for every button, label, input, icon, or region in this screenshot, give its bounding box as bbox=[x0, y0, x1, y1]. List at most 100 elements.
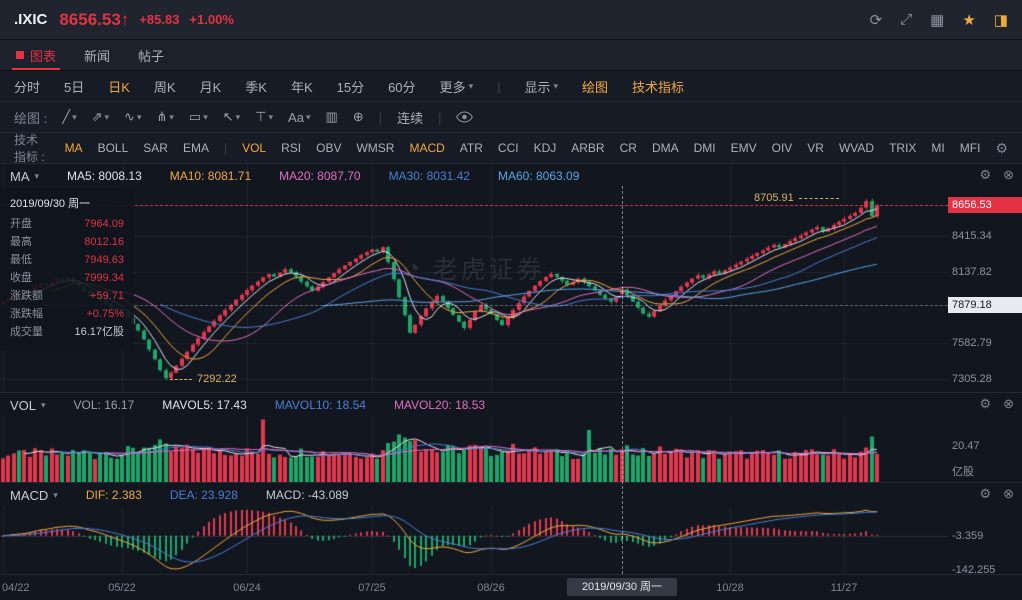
macd-panel-settings-gear-icon[interactable]: ⚙ bbox=[979, 486, 992, 501]
tab-charts[interactable]: 图表 bbox=[2, 40, 70, 70]
tab-posts[interactable]: 帖子 bbox=[124, 40, 178, 70]
indicator-wmsr[interactable]: WMSR bbox=[356, 141, 395, 155]
indicator-cci[interactable]: CCI bbox=[497, 141, 519, 155]
arrow-mark-tool-icon[interactable]: ↖ ▾ bbox=[222, 109, 241, 124]
macd-panel-close-icon[interactable]: ⊗ bbox=[1003, 486, 1014, 501]
tech-indicators-toggle[interactable]: 技术指标 bbox=[632, 79, 685, 95]
watermark-text: 老虎证券 bbox=[432, 256, 545, 284]
indicator-rsi[interactable]: RSI bbox=[281, 141, 302, 155]
chart-area[interactable]: MA ▾ MA5: 8008.13 MA10: 8081.71 MA20: 8087.7… bbox=[0, 164, 1022, 600]
main-panel-actions: ⚙ ⊗ bbox=[979, 167, 1014, 183]
separator: | bbox=[497, 78, 501, 94]
period-季K[interactable]: 季K bbox=[245, 79, 267, 95]
indicator-obv[interactable]: OBV bbox=[316, 141, 342, 155]
indicator-oiv[interactable]: OIV bbox=[771, 141, 793, 155]
period-月K[interactable]: 月K bbox=[199, 79, 222, 95]
indicator-emv[interactable]: EMV bbox=[730, 141, 757, 155]
indicator-trix[interactable]: TRIX bbox=[889, 141, 917, 155]
refresh-icon[interactable]: ⟳ bbox=[869, 11, 883, 29]
visibility-eye-icon[interactable] bbox=[456, 111, 474, 123]
expand-icon[interactable]: ⤢ bbox=[900, 11, 913, 28]
indicator-vol[interactable]: VOL bbox=[242, 141, 267, 155]
indicator-vr[interactable]: VR bbox=[807, 141, 824, 155]
vol-panel-settings-gear-icon[interactable]: ⚙ bbox=[979, 396, 992, 411]
tab-news[interactable]: 新闻 bbox=[70, 40, 124, 70]
indicator-atr[interactable]: ATR bbox=[459, 141, 483, 155]
macd-chart-canvas[interactable] bbox=[0, 506, 948, 574]
separator: | bbox=[438, 109, 442, 125]
vol-panel-dropdown[interactable]: VOL ▾ bbox=[10, 398, 46, 413]
period-5日[interactable]: 5日 bbox=[64, 79, 85, 95]
volume-unit-label: 亿股 bbox=[952, 466, 974, 478]
more-dropdown[interactable]: 更多 ▾ bbox=[440, 77, 474, 96]
crosshair-vertical-line bbox=[622, 186, 623, 574]
indicator-wvad[interactable]: WVAD bbox=[838, 141, 875, 155]
period-15分[interactable]: 15分 bbox=[336, 79, 365, 95]
indicator-dmi[interactable]: DMI bbox=[693, 141, 716, 155]
pattern-tool-icon[interactable]: ▥ bbox=[325, 109, 338, 124]
indicator-dma[interactable]: DMA bbox=[651, 141, 679, 155]
price-axis-label: 8415.34 bbox=[952, 230, 992, 242]
vertical-line-tool-icon[interactable]: ⊤ ▾ bbox=[255, 109, 274, 124]
date-axis-label: 04/22 bbox=[2, 582, 30, 594]
volume-chart-canvas[interactable] bbox=[0, 416, 948, 482]
drawing-toolbar: 绘图 : ╱ ▾ ⇗ ▾ ∿ ▾ ⋔ ▾ ▭ ▾ ↖ ▾ ⊤ ▾ Aa ▾ ▥ ⊕ | 连续 | bbox=[0, 101, 1022, 132]
indicator-mfi[interactable]: MFI bbox=[959, 141, 981, 155]
period-toolbar: 分时 5日 日K 周K 月K 季K 年K 15分 60分 更多 ▾ | 显示 ▾ 绘图 技术指标 bbox=[0, 71, 1022, 101]
macd-panel-legend-item: DIF: 2.383 bbox=[85, 488, 142, 502]
ma-panel-legend-item: MA10: 8081.71 bbox=[169, 169, 252, 183]
date-axis-label: 10/28 bbox=[716, 582, 744, 594]
candlestick-chart-canvas[interactable] bbox=[0, 164, 948, 392]
ray-line-tool-icon[interactable]: ⇗ ▾ bbox=[91, 109, 110, 124]
indicator-macd[interactable]: MACD bbox=[409, 141, 445, 155]
indicator-arbr[interactable]: ARBR bbox=[571, 141, 605, 155]
price-axis-label: 7582.79 bbox=[952, 337, 992, 349]
indicator-ema[interactable]: EMA bbox=[182, 141, 209, 155]
grid-layout-icon[interactable]: ▦ bbox=[930, 11, 945, 29]
main-panel-close-icon[interactable]: ⊗ bbox=[1003, 167, 1014, 182]
tooltip-row-label: 收盘 bbox=[10, 272, 32, 284]
channel-tool-icon[interactable]: ⋔ ▾ bbox=[156, 109, 174, 124]
tooltip-row: 成交量 16.17亿股 bbox=[10, 323, 124, 341]
price-change-pct: +1.00% bbox=[189, 12, 234, 27]
continuous-draw-toggle[interactable]: 连续 bbox=[397, 110, 424, 126]
indicator-ma[interactable]: MA bbox=[64, 141, 83, 155]
tooltip-row-label: 成交量 bbox=[10, 326, 43, 338]
text-note-tool-icon[interactable]: Aa ▾ bbox=[288, 109, 311, 125]
indicator-boll[interactable]: BOLL bbox=[97, 141, 129, 155]
indicator-cr[interactable]: CR bbox=[619, 141, 637, 155]
tooltip-date: 2019/09/30 周一 bbox=[10, 198, 91, 210]
vol-panel-title: VOL bbox=[10, 397, 37, 413]
magnify-tool-icon[interactable]: ⊕ bbox=[352, 109, 364, 124]
price-axis: 8656.53 8415.34 8137.82 7879.18 7582.79 7305.… bbox=[948, 164, 1022, 392]
period-60分[interactable]: 60分 bbox=[388, 79, 416, 95]
trend-line-tool-icon[interactable]: ╱ ▾ bbox=[62, 109, 77, 124]
period-分时[interactable]: 分时 bbox=[14, 79, 41, 95]
main-panel-settings-gear-icon[interactable]: ⚙ bbox=[979, 167, 992, 182]
indicator-settings-gear-icon[interactable]: ⚙ bbox=[995, 139, 1008, 156]
rectangle-tool-icon[interactable]: ▭ ▾ bbox=[188, 109, 208, 124]
period-年K[interactable]: 年K bbox=[290, 79, 313, 95]
indicator-mi[interactable]: MI bbox=[931, 141, 945, 155]
crosshair-date-chip: 2019/09/30 周一 bbox=[567, 578, 677, 596]
price-axis-label: 8137.82 bbox=[952, 266, 992, 278]
macd-axis-label: -142.255 bbox=[952, 564, 996, 576]
period-周K[interactable]: 周K bbox=[153, 79, 176, 95]
vol-panel-close-icon[interactable]: ⊗ bbox=[1003, 396, 1014, 411]
display-dropdown[interactable]: 显示 ▾ bbox=[524, 77, 558, 96]
draw-toggle[interactable]: 绘图 bbox=[582, 79, 609, 95]
period-日K[interactable]: 日K bbox=[108, 79, 130, 95]
indicator-kdj[interactable]: KDJ bbox=[533, 141, 557, 155]
favorite-star-icon[interactable]: ★ bbox=[962, 11, 976, 29]
tooltip-row-value: 7999.34 bbox=[84, 272, 124, 284]
tooltip-row: 收盘 7999.34 bbox=[10, 269, 124, 287]
tab-label: 图表 bbox=[30, 48, 57, 64]
ma-panel-dropdown[interactable]: MA ▾ bbox=[10, 169, 39, 184]
macd-panel-dropdown[interactable]: MACD ▾ bbox=[10, 488, 58, 503]
tooltip-row-value: 7949.63 bbox=[84, 254, 124, 266]
wave-line-tool-icon[interactable]: ∿ ▾ bbox=[124, 109, 142, 124]
indicator-sar[interactable]: SAR bbox=[143, 141, 168, 155]
tooltip-row: 涨跌额 +59.71 bbox=[10, 287, 124, 305]
panel-layout-icon[interactable]: ◨ bbox=[993, 11, 1008, 29]
vol-legend: VOL ▾ VOL: 16.17 MAVOL5: 17.43 MAVOL10: 18.5… bbox=[10, 395, 485, 415]
